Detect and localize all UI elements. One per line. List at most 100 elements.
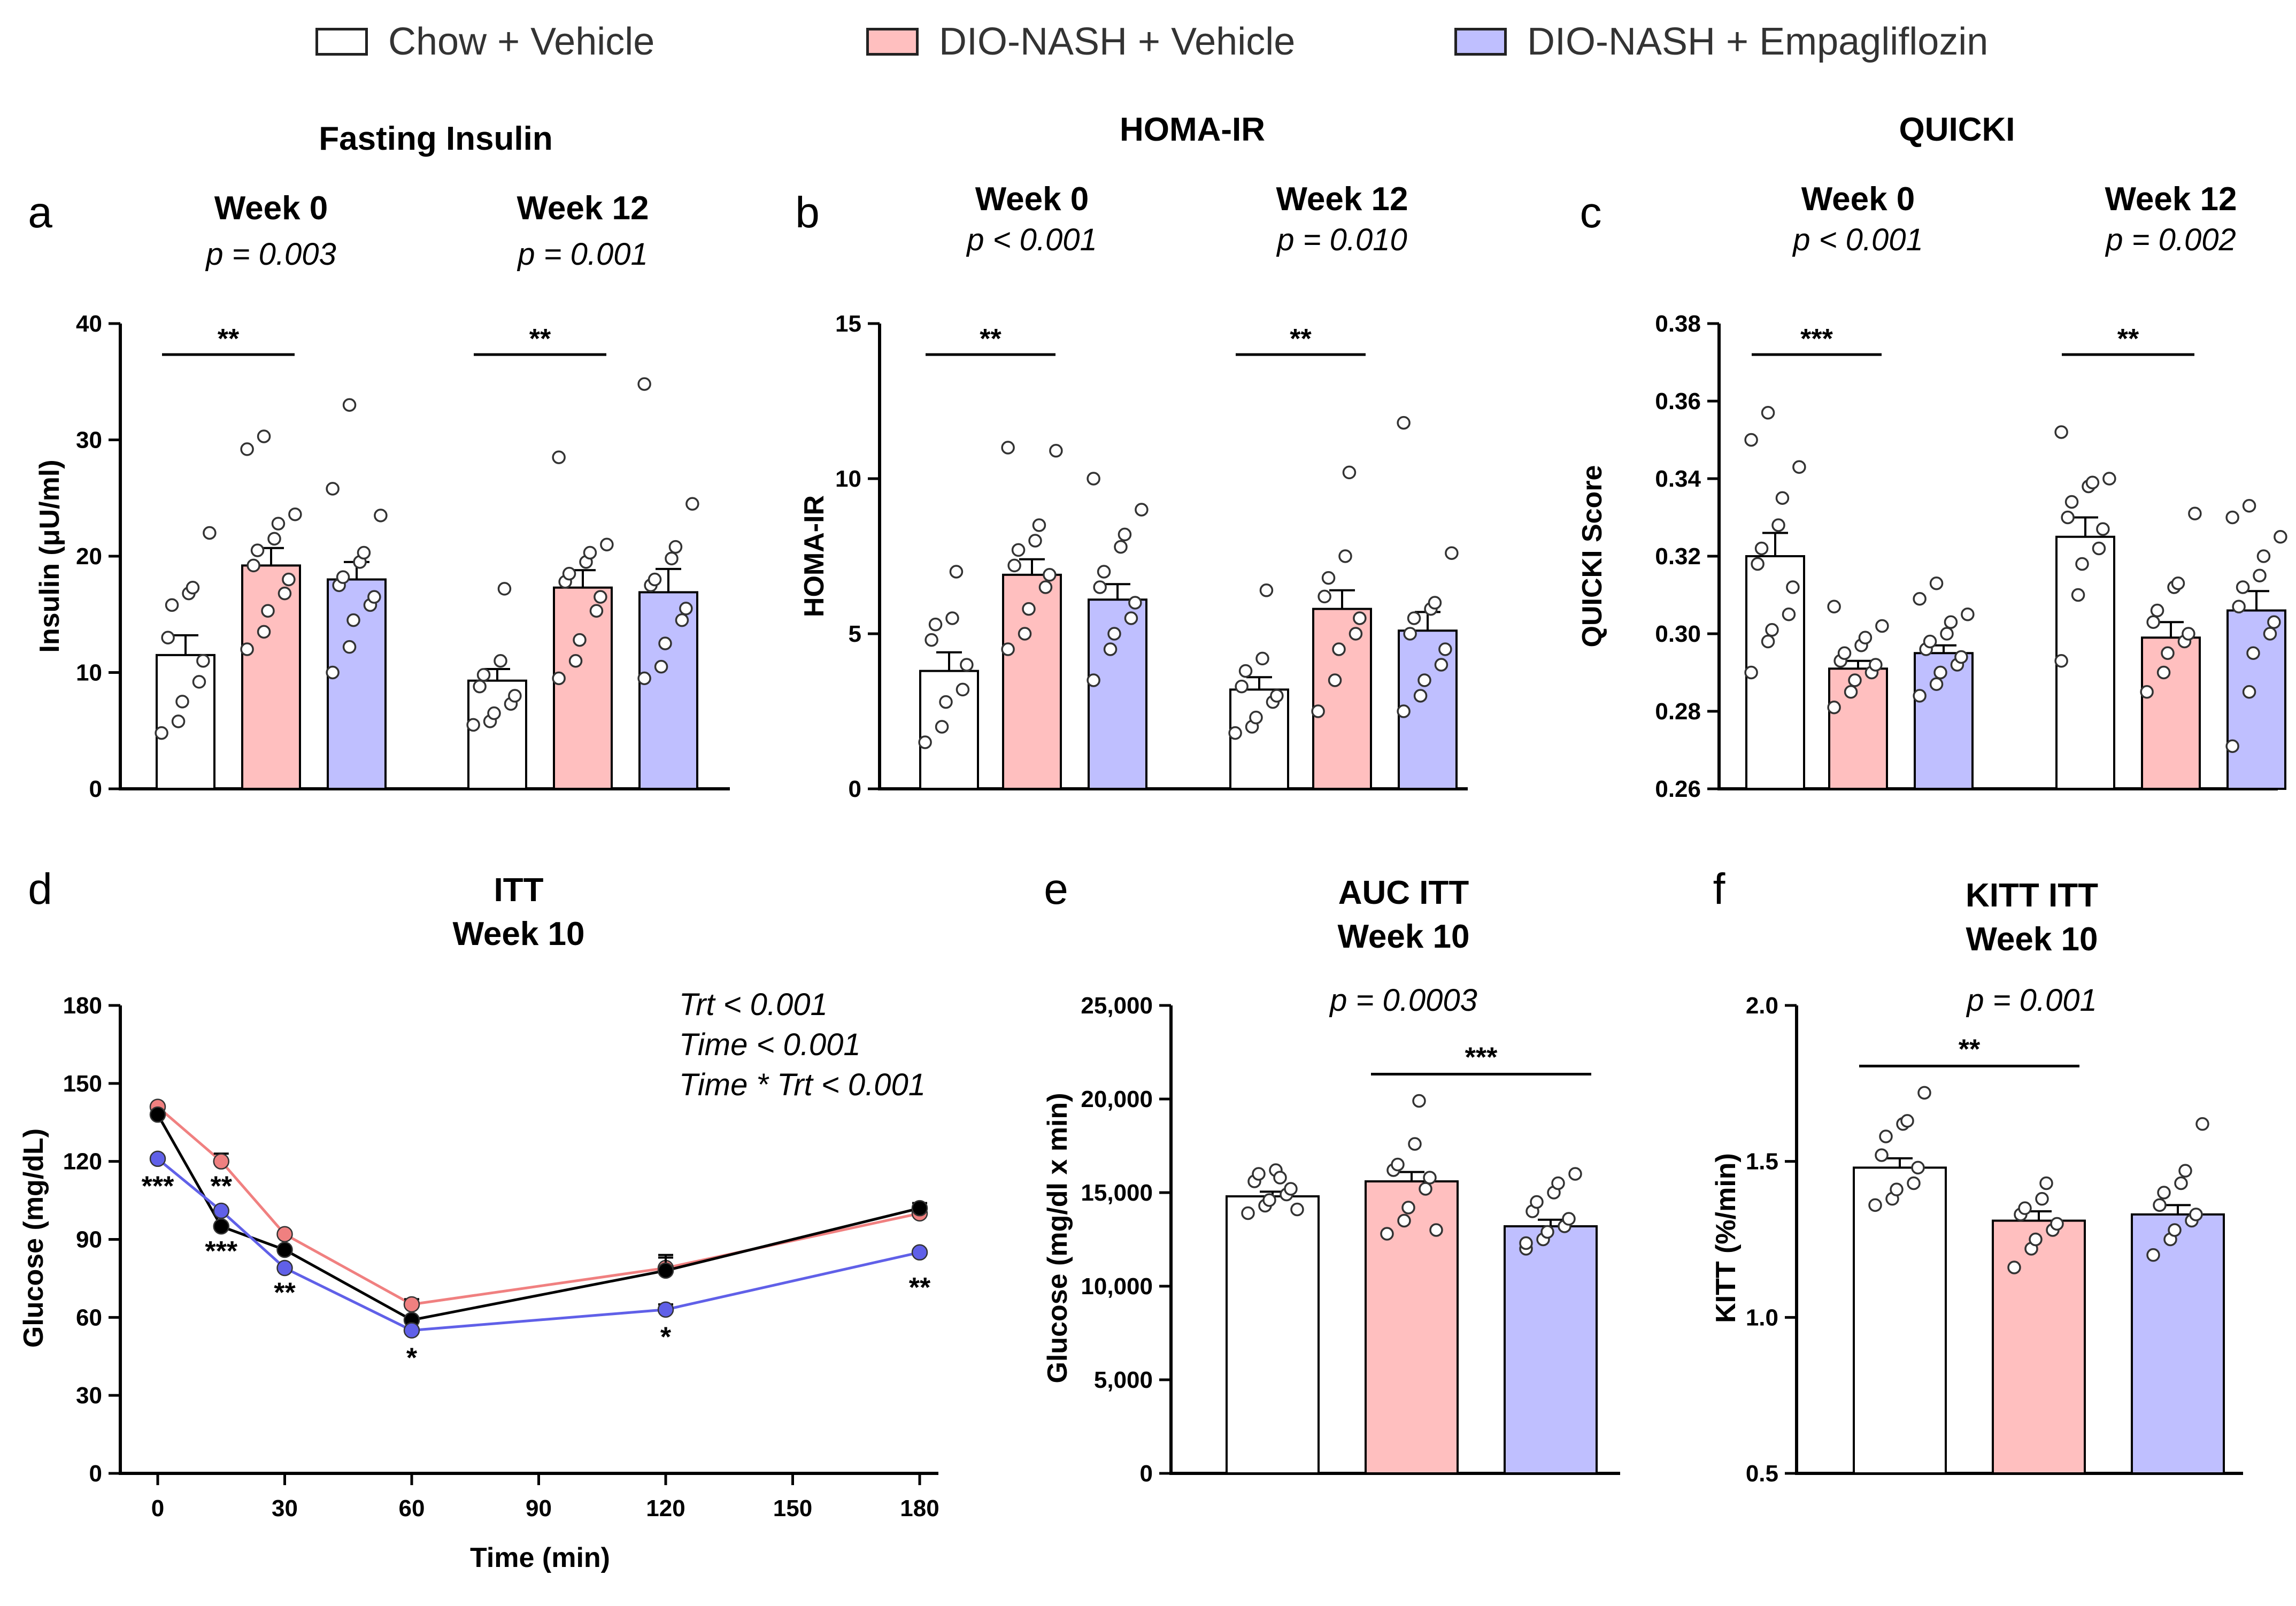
data-point <box>1568 1167 1582 1181</box>
data-point <box>2156 665 2171 680</box>
x-tick-label: 0 <box>151 1495 164 1522</box>
data-point <box>2007 1261 2021 1274</box>
data-point <box>476 668 491 682</box>
y-tick-label: 0 <box>89 776 102 802</box>
bar <box>156 654 215 790</box>
data-point <box>1118 527 1132 542</box>
data-point <box>1408 1137 1422 1151</box>
data-point <box>1944 615 1958 629</box>
data-point <box>1875 619 1889 633</box>
data-point <box>1087 673 1100 687</box>
data-point <box>196 654 210 668</box>
data-point <box>1397 416 1411 430</box>
significance-label: ** <box>529 324 551 355</box>
data-point <box>2039 1176 2053 1190</box>
data-point <box>246 558 260 573</box>
data-point <box>282 572 296 587</box>
legend-item: DIO-NASH + Vehicle <box>866 20 1295 63</box>
series-line <box>157 1105 920 1306</box>
data-point <box>1923 634 1937 649</box>
data-point <box>2153 1198 2167 1212</box>
data-point <box>342 398 357 412</box>
bar <box>553 586 613 790</box>
y-tick-label: 20,000 <box>1081 1086 1153 1112</box>
data-point <box>1751 557 1765 571</box>
data-point <box>257 625 271 639</box>
data-point <box>1911 1161 1925 1175</box>
data-point <box>1259 583 1274 597</box>
bar <box>2141 636 2201 790</box>
data-point <box>685 497 699 511</box>
significance-label: *** <box>1465 1042 1498 1073</box>
y-tick-label: 0.32 <box>1655 543 1701 570</box>
data-point <box>1114 540 1128 554</box>
data-point <box>171 714 186 728</box>
data-point <box>1913 592 1927 606</box>
data-point <box>357 545 371 560</box>
significance-label: ** <box>909 1272 931 1303</box>
data-point <box>466 718 480 732</box>
y-tick-label: 30 <box>76 427 102 454</box>
series-point <box>911 1244 928 1261</box>
series-line <box>156 1113 920 1321</box>
data-point <box>2050 1217 2064 1231</box>
data-point <box>1093 580 1107 594</box>
series-point <box>149 1106 166 1123</box>
data-point <box>2225 510 2239 525</box>
data-point <box>1428 596 1442 610</box>
data-point <box>637 671 651 686</box>
data-point <box>1792 460 1806 474</box>
y-tick-label: 5 <box>849 621 861 647</box>
stats-text: Time * Trt < 0.001 <box>679 1067 926 1102</box>
data-point <box>1827 600 1841 613</box>
y-tick-label: 0 <box>1140 1461 1153 1487</box>
data-point <box>668 540 683 554</box>
data-point <box>568 654 583 668</box>
data-point <box>1011 543 1026 557</box>
data-point <box>960 658 974 672</box>
data-point <box>326 482 340 496</box>
data-point <box>1744 433 1758 447</box>
data-point <box>1103 642 1118 656</box>
data-point <box>1018 627 1032 641</box>
data-point <box>1417 673 1431 687</box>
data-point <box>1754 541 1769 556</box>
data-point <box>155 726 168 740</box>
data-point <box>1353 611 1367 625</box>
x-tick-label: 150 <box>773 1495 812 1522</box>
data-point <box>1929 677 1944 691</box>
data-point <box>2061 510 2075 525</box>
data-point <box>2274 530 2287 544</box>
y-tick-label: 120 <box>63 1149 102 1175</box>
data-point <box>2168 1223 2182 1237</box>
data-point <box>1252 1167 1266 1181</box>
legend-swatch <box>315 28 368 56</box>
data-point <box>1879 1129 1893 1143</box>
data-point <box>1419 1182 1432 1196</box>
panel-title: Week 10 <box>1337 918 1469 955</box>
data-point <box>1284 1182 1298 1196</box>
data-point <box>1868 1198 1882 1212</box>
data-point <box>1438 642 1452 656</box>
significance-label: ** <box>2117 324 2139 355</box>
y-tick-label: 0.28 <box>1655 698 1701 725</box>
p-value: p = 0.002 <box>2105 222 2236 257</box>
x-tick-label: 120 <box>646 1495 685 1522</box>
data-point <box>945 611 959 625</box>
panel-letter: f <box>1713 865 1725 913</box>
y-tick-label: 1.5 <box>1746 1149 1778 1175</box>
data-point <box>1338 549 1352 563</box>
y-tick-label: 0 <box>849 776 861 802</box>
data-point <box>240 442 254 456</box>
y-tick-label: 5,000 <box>1094 1367 1153 1393</box>
data-point <box>1786 580 1800 594</box>
y-tick-label: 0.38 <box>1655 311 1701 337</box>
data-point <box>1135 503 1149 517</box>
bar <box>1992 1219 2086 1474</box>
series-point <box>213 1202 229 1219</box>
series-point <box>657 1301 674 1318</box>
data-point <box>918 735 932 749</box>
data-point <box>1744 665 1758 680</box>
bar <box>1229 688 1289 790</box>
x-tick-label: 90 <box>526 1495 552 1522</box>
